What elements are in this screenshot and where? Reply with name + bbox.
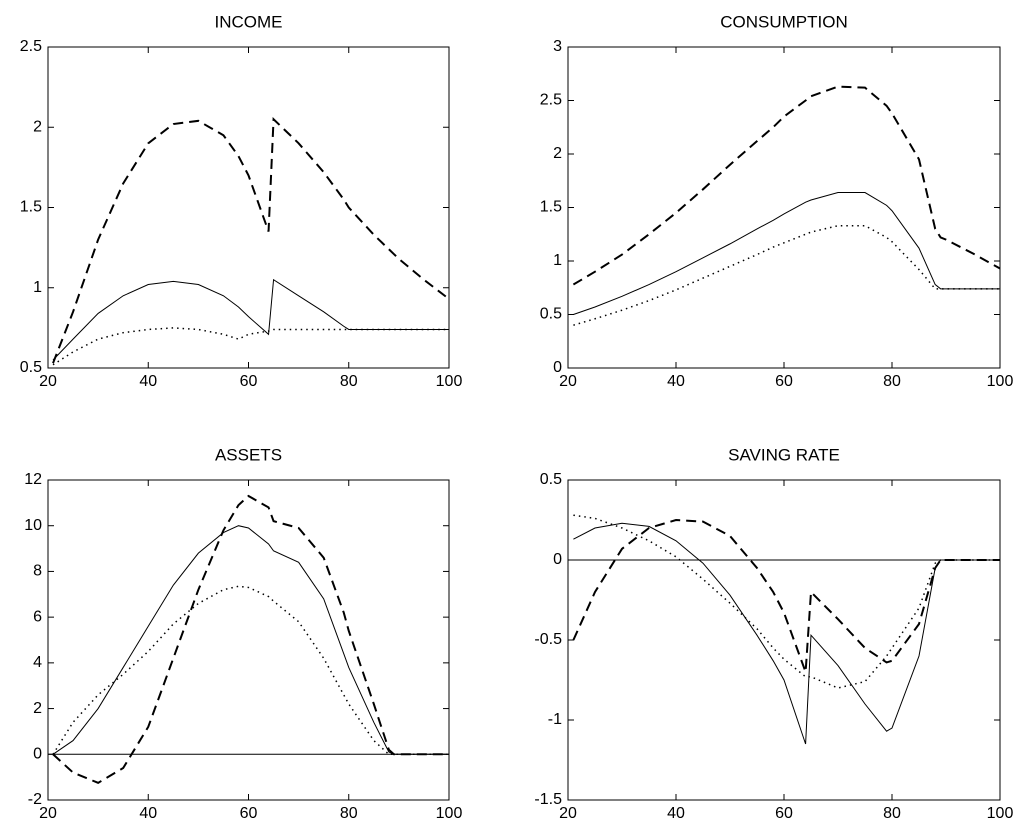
x-tick-label: 20 — [39, 373, 57, 390]
y-tick-label: 0 — [33, 746, 42, 763]
y-tick-label: 12 — [24, 471, 42, 488]
series-line — [52, 278, 449, 361]
x-tick-label: 40 — [667, 373, 685, 390]
x-tick-label: 80 — [340, 805, 358, 822]
axes-frame — [567, 46, 1001, 369]
y-tick-label: 2 — [553, 145, 562, 162]
y-tick-label: 0 — [553, 551, 562, 568]
y-tick-label: 0.5 — [540, 471, 562, 488]
y-tick-label: -2 — [28, 791, 42, 808]
x-tick-label: 40 — [139, 373, 157, 390]
series-line — [573, 192, 1000, 315]
series-line — [573, 522, 1000, 745]
x-tick-label: 60 — [240, 373, 258, 390]
y-tick-label: 4 — [33, 654, 42, 671]
chart-title: CONSUMPTION — [720, 12, 848, 31]
x-tick-label: 100 — [436, 373, 463, 390]
y-tick-label: 8 — [33, 563, 42, 580]
axes-frame — [47, 46, 450, 369]
series-line — [52, 494, 449, 784]
y-tick-label: -1.5 — [534, 791, 562, 808]
y-tick-label: 0.5 — [540, 306, 562, 323]
x-tick-label: 20 — [559, 373, 577, 390]
series-line — [52, 585, 449, 756]
axes-frame — [567, 479, 1001, 801]
y-tick-label: 3 — [553, 38, 562, 55]
x-tick-label: 60 — [240, 805, 258, 822]
x-tick-label: 100 — [987, 805, 1014, 822]
chart-title: INCOME — [215, 12, 283, 31]
y-tick-label: -1 — [548, 711, 562, 728]
x-tick-label: 60 — [775, 805, 793, 822]
y-tick-label: 1 — [33, 279, 42, 296]
chart-title: ASSETS — [215, 445, 282, 464]
series-line — [52, 116, 450, 364]
x-tick-label: 80 — [883, 805, 901, 822]
x-tick-label: 40 — [139, 805, 157, 822]
x-tick-label: 80 — [340, 373, 358, 390]
series-line — [52, 525, 449, 755]
x-tick-label: 60 — [775, 373, 793, 390]
y-tick-label: 2 — [33, 118, 42, 135]
x-tick-label: 20 — [39, 805, 57, 822]
y-tick-label: 2.5 — [20, 38, 42, 55]
y-tick-label: 2 — [33, 700, 42, 717]
x-tick-label: 100 — [436, 805, 463, 822]
y-tick-label: 1.5 — [540, 199, 562, 216]
y-tick-label: 0.5 — [20, 359, 42, 376]
y-tick-label: 0 — [553, 359, 562, 376]
y-tick-label: 1.5 — [20, 199, 42, 216]
x-tick-label: 40 — [667, 805, 685, 822]
x-tick-label: 100 — [987, 373, 1014, 390]
y-tick-label: 2.5 — [540, 92, 562, 109]
chart-title: SAVING RATE — [728, 445, 840, 464]
x-tick-label: 80 — [883, 373, 901, 390]
x-tick-label: 20 — [559, 805, 577, 822]
series-line — [573, 224, 1000, 326]
y-tick-label: -0.5 — [534, 631, 562, 648]
y-tick-label: 10 — [24, 517, 42, 534]
axes-frame — [47, 479, 450, 801]
y-tick-label: 6 — [33, 608, 42, 625]
y-tick-label: 1 — [553, 252, 562, 269]
